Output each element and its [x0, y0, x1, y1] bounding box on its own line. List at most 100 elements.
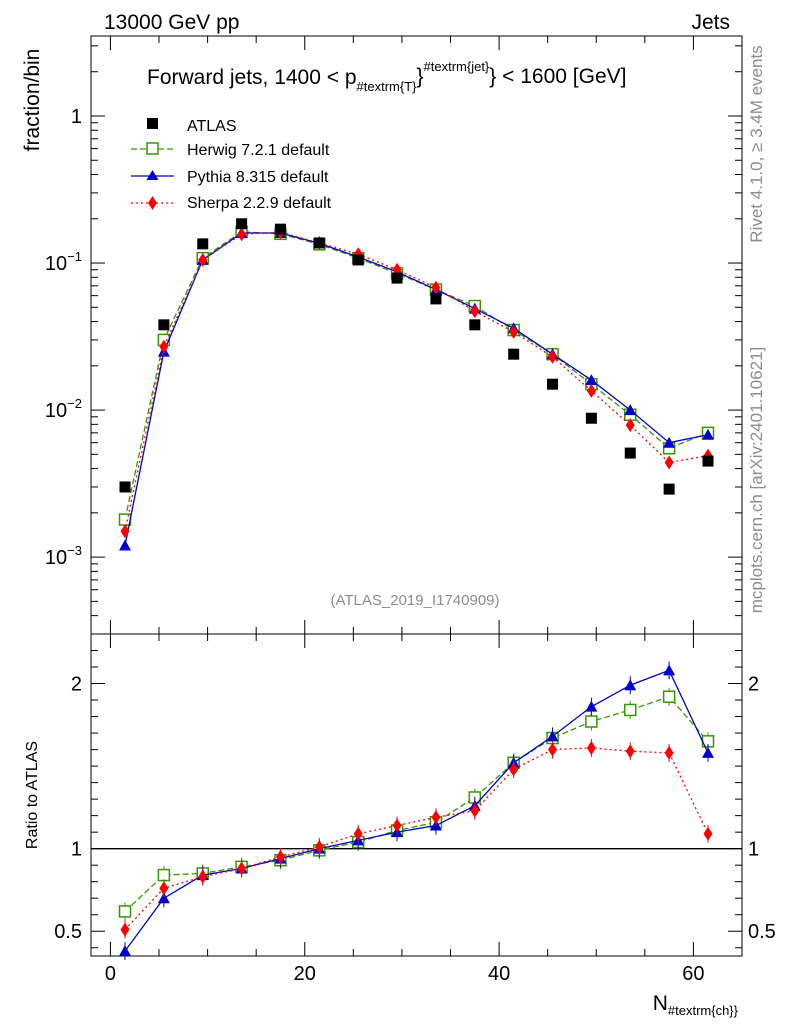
sherpa-main-point — [431, 280, 441, 295]
ratio-y-tick-label-right: 2 — [748, 674, 759, 696]
main-y-tick-label: 1 — [71, 106, 82, 128]
energy-label: 13000 GeV pp — [104, 11, 239, 34]
herwig-ratio-point — [118, 905, 132, 918]
ratio-series — [118, 661, 715, 961]
atlas-data-point — [547, 378, 559, 390]
pythia-ratio-point — [624, 679, 637, 691]
main-y-tick-label: 10−1 — [45, 249, 82, 275]
ratio-y-tick-label-right: 1 — [748, 839, 759, 861]
sherpa-ratio-point — [237, 861, 247, 876]
main-data-points — [119, 218, 714, 495]
main-axis-ticks — [91, 36, 742, 635]
pythia-ratio-point — [157, 892, 170, 904]
herwig-main-line — [124, 231, 709, 520]
x-tick-label: 20 — [294, 963, 316, 985]
x-tick-label: 0 — [105, 963, 116, 985]
ratio-y-tick-label: 0.5 — [54, 921, 82, 943]
sherpa-ratio-point — [198, 869, 208, 884]
ratio-y-tick-label: 1 — [71, 839, 82, 861]
legend-pythia-label: Pythia 8.315 default — [187, 169, 329, 186]
herwig-ratio-line — [124, 695, 709, 912]
x-tick-label: 60 — [682, 963, 704, 985]
atlas-data-point — [236, 218, 248, 230]
x-axis-title: N#textrm{ch}} — [653, 992, 739, 1018]
atlas-data-point — [197, 238, 209, 250]
plot-title: Forward jets, 1400 < p#textrm{T}}#textrm… — [147, 59, 626, 94]
pythia-ratio-point — [546, 730, 559, 742]
sherpa-ratio-point — [586, 740, 596, 755]
sherpa-ratio-point — [353, 826, 363, 841]
pythia-main-point — [585, 374, 598, 386]
x-tick-label: 40 — [488, 963, 510, 985]
pythia-ratio-point — [585, 700, 598, 712]
pythia-ratio-point — [119, 945, 132, 957]
atlas-data-point — [430, 293, 442, 305]
pythia-main-point — [663, 436, 676, 448]
legend: ATLAS Herwig 7.2.1 default Pythia 8.315 … — [131, 118, 332, 212]
ratio-panel: 0.5 0.5 1 1 2 2 — [54, 633, 776, 961]
sherpa-main-point — [237, 227, 247, 242]
pythia-main-line — [124, 232, 709, 546]
category-label: Jets — [691, 11, 730, 34]
sherpa-main-point — [664, 455, 674, 470]
legend-pythia-marker — [146, 170, 159, 180]
pythia-ratio-point — [701, 746, 714, 758]
ratio-y-tick-label: 2 — [71, 674, 82, 696]
legend-atlas-label: ATLAS — [187, 118, 237, 135]
analysis-id: (ATLAS_2019_I1740909) — [330, 592, 499, 609]
ratio-ylabel: Ratio to ATLAS — [24, 741, 41, 849]
sherpa-ratio-point — [548, 742, 558, 757]
sherpa-ratio-point — [664, 745, 674, 760]
sherpa-main-point — [159, 339, 169, 354]
sherpa-ratio-point — [703, 826, 713, 841]
sherpa-ratio-point — [509, 762, 519, 777]
rivet-label: Rivet 4.1.0, ≥ 3.4M events — [747, 45, 766, 242]
atlas-data-point — [702, 455, 714, 467]
ratio-axis-ticks — [91, 634, 742, 956]
sherpa-ratio-point — [275, 849, 285, 864]
herwig-ratio-point — [624, 703, 637, 717]
ratio-y-tick-labels: 0.5 0.5 1 1 2 2 — [54, 674, 776, 944]
sherpa-ratio-point — [159, 881, 169, 896]
atlas-data-point — [274, 223, 286, 235]
pythia-ratio-line — [124, 669, 709, 952]
atlas-data-point — [391, 272, 403, 284]
pythia-ratio-point — [663, 664, 676, 676]
sherpa-main-point — [625, 418, 635, 433]
main-y-tick-label: 10−2 — [45, 396, 82, 422]
atlas-data-point — [469, 319, 481, 331]
main-y-tick-labels: 1 10−1 10−2 10−3 — [45, 106, 82, 569]
atlas-data-point — [119, 481, 131, 493]
sherpa-main-line — [124, 231, 709, 532]
atlas-data-point — [663, 483, 675, 495]
sherpa-ratio-point — [625, 744, 635, 759]
atlas-data-point — [352, 254, 364, 266]
legend-herwig-marker — [146, 142, 159, 155]
main-series — [118, 225, 715, 551]
atlas-data-point — [158, 319, 170, 331]
atlas-data-point — [313, 237, 325, 249]
main-panel: 1 10−1 10−2 10−3 Forward jets, 1400 < p#tex… — [45, 35, 743, 635]
sherpa-main-point — [586, 383, 596, 398]
legend-sherpa-label: Sherpa 2.2.9 default — [187, 195, 332, 212]
sherpa-ratio-point — [120, 922, 130, 937]
atlas-data-point — [508, 348, 520, 360]
pythia-main-point — [624, 404, 637, 416]
main-y-tick-label: 10−3 — [45, 543, 82, 569]
sherpa-main-point — [509, 324, 519, 339]
sherpa-ratio-point — [470, 803, 480, 818]
sherpa-ratio-point — [392, 818, 402, 833]
sherpa-ratio-line — [124, 747, 709, 931]
legend-sherpa-marker — [148, 196, 157, 210]
legend-atlas-marker — [147, 118, 158, 129]
atlas-data-point — [624, 447, 636, 459]
legend-herwig-label: Herwig 7.2.1 default — [187, 142, 330, 159]
sherpa-ratio-point — [314, 840, 324, 855]
mcplots-label: mcplots.cern.ch [arXiv:2401.10621] — [747, 347, 766, 613]
x-tick-labels: 0 20 40 60 — [105, 963, 705, 985]
sherpa-main-point — [470, 304, 480, 319]
sherpa-main-point — [198, 252, 208, 267]
sherpa-main-point — [548, 349, 558, 364]
ratio-frame — [90, 633, 743, 957]
